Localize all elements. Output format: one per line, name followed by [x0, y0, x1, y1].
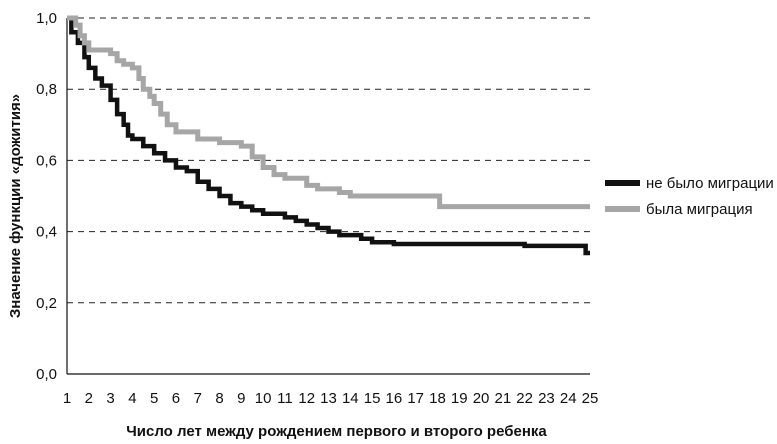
- x-tick-label: 9: [237, 390, 245, 407]
- y-tick-labels: 0,0 0,2 0,4 0,6 0,8 1,0: [36, 10, 57, 383]
- gridlines: [67, 17, 590, 304]
- x-tick-label: 7: [194, 390, 202, 407]
- x-tick-label: 2: [85, 390, 93, 407]
- y-tick-label: 0,0: [36, 366, 57, 383]
- x-tick-label: 16: [386, 390, 403, 407]
- x-tick-label: 15: [364, 390, 381, 407]
- x-tick-label: 24: [560, 390, 577, 407]
- x-tick-label: 3: [106, 390, 114, 407]
- x-tick-label: 12: [298, 390, 315, 407]
- y-tick-label: 0,2: [36, 295, 57, 312]
- x-tick-label: 17: [407, 390, 424, 407]
- series-lines: [67, 15, 590, 256]
- x-axis-label: Число лет между рождением первого и втор…: [126, 423, 547, 440]
- x-tick-labels: 1 2 3 4 5 6 7 8 9 10 11 12 13 14 15 16 17 18 19 20 21 22 23 24 2…: [63, 390, 599, 407]
- x-tick-label: 1: [63, 390, 71, 407]
- x-tick-label: 8: [215, 390, 223, 407]
- x-tick-label: 22: [516, 390, 533, 407]
- x-tick-label: 10: [255, 390, 272, 407]
- x-tick-label: 20: [473, 390, 490, 407]
- legend: не было миграции была миграция: [605, 175, 774, 218]
- y-tick-label: 0,8: [36, 81, 57, 98]
- x-tick-label: 11: [277, 390, 293, 407]
- x-tick-label: 23: [538, 390, 555, 407]
- x-tick-label: 21: [494, 390, 511, 407]
- x-tick-label: 25: [582, 390, 599, 407]
- x-tick-label: 13: [320, 390, 337, 407]
- x-tick-label: 19: [451, 390, 468, 407]
- x-tick-label: 14: [342, 390, 359, 407]
- x-tick-label: 5: [150, 390, 158, 407]
- y-axis-label: Значение функции «дожития»: [7, 94, 24, 318]
- legend-label: не было миграции: [646, 175, 774, 192]
- series-line-1: [67, 15, 590, 256]
- y-tick-label: 0,4: [36, 224, 57, 241]
- y-tick-label: 0,6: [36, 152, 57, 169]
- x-tick-label: 6: [172, 390, 180, 407]
- x-tick-label: 18: [429, 390, 446, 407]
- x-tick-label: 4: [128, 390, 136, 407]
- legend-label: была миграция: [646, 201, 753, 218]
- y-tick-label: 1,0: [36, 10, 57, 27]
- series-line-2: [67, 15, 590, 210]
